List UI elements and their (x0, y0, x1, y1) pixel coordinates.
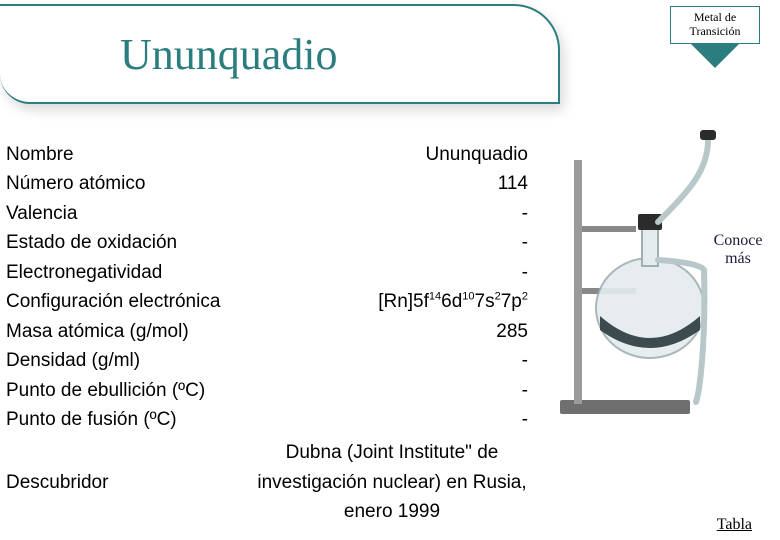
flask-apparatus-icon (550, 130, 740, 420)
property-label: Descubridor (6, 468, 256, 497)
cta-line2: más (725, 250, 751, 267)
table-link-label: Tabla (717, 516, 752, 533)
category-line2: Transición (690, 24, 741, 38)
property-value: - (256, 199, 528, 228)
property-label: Masa atómica (g/mol) (6, 317, 256, 346)
property-row: Valencia- (6, 199, 528, 228)
properties-table: NombreUnunquadioNúmero atómico114Valenci… (6, 140, 528, 531)
property-value: - (256, 376, 528, 405)
property-row: Estado de oxidación- (6, 228, 528, 257)
property-value: 285 (256, 317, 528, 346)
property-value: [Rn]5f146d107s27p2 (256, 287, 528, 316)
property-label: Configuración electrónica (6, 287, 256, 316)
property-value: - (256, 258, 528, 287)
property-row: Configuración electrónica[Rn]5f146d107s2… (6, 287, 528, 316)
property-row: DescubridorDubna (Joint Institute" de in… (6, 434, 528, 530)
property-label: Valencia (6, 199, 256, 228)
table-link[interactable]: Tabla (717, 516, 752, 534)
property-row: Masa atómica (g/mol)285 (6, 317, 528, 346)
property-row: Electronegatividad- (6, 258, 528, 287)
property-row: Punto de fusión (ºC)- (6, 405, 528, 434)
property-row: Punto de ebullición (ºC)- (6, 376, 528, 405)
cta-line1: Conoce (714, 232, 763, 249)
property-value: Dubna (Joint Institute" de investigación… (256, 438, 528, 526)
property-label: Nombre (6, 140, 256, 169)
category-line1: Metal de (694, 10, 736, 24)
category-ribbon: Metal de Transición (670, 6, 760, 68)
learn-more-cta[interactable]: Conoce más (698, 232, 778, 269)
property-label: Estado de oxidación (6, 228, 256, 257)
property-label: Punto de ebullición (ºC) (6, 376, 256, 405)
category-box: Metal de Transición (670, 6, 760, 44)
property-row: NombreUnunquadio (6, 140, 528, 169)
property-row: Número atómico114 (6, 169, 528, 198)
property-label: Punto de fusión (ºC) (6, 405, 256, 434)
property-value: - (256, 346, 528, 375)
chevron-down-icon (691, 44, 739, 68)
page-title: Ununquadio (120, 29, 338, 80)
property-row: Densidad (g/ml)- (6, 346, 528, 375)
property-value: - (256, 228, 528, 257)
property-label: Electronegatividad (6, 258, 256, 287)
property-label: Número atómico (6, 169, 256, 198)
property-value: Ununquadio (256, 140, 528, 169)
property-label: Densidad (g/ml) (6, 346, 256, 375)
header-card: Ununquadio (0, 4, 560, 104)
property-value: - (256, 405, 528, 434)
property-value: 114 (256, 169, 528, 198)
